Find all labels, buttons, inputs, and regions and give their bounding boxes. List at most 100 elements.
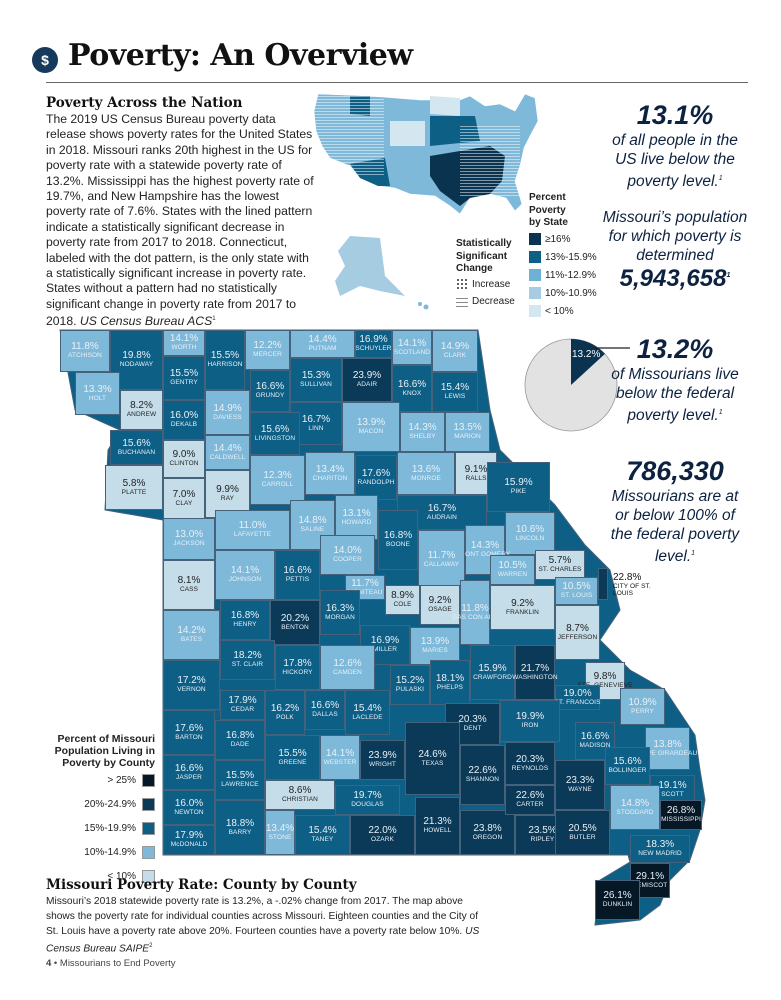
legend-item: 11%-12.9% [529, 267, 597, 283]
county-rate: 14.4% [213, 442, 242, 454]
county-name: STE. GENEVIEVE [577, 682, 633, 690]
county-name: SCHUYLER [355, 345, 392, 353]
county-name: GENTRY [170, 379, 198, 387]
county-rate: 14.3% [408, 422, 437, 434]
county-name: DOUGLAS [351, 801, 384, 809]
county-rate: 13.1% [342, 507, 371, 519]
legend-item: ≥16% [529, 231, 597, 247]
county-rate: 16.9% [370, 635, 400, 647]
county-carroll: 12.3% CARROLL [250, 455, 305, 505]
legend-label: 10%-14.9% [84, 846, 136, 858]
legend-decrease: Decrease [456, 293, 515, 309]
county-shelby: 14.3% SHELBY [400, 412, 445, 452]
county-name: OSAGE [428, 606, 452, 614]
county-rate: 16.0% [169, 410, 199, 422]
county-phelps: 18.1% PHELPS [430, 660, 470, 705]
county-rate: 22.0% [368, 825, 397, 837]
county-chariton: 13.4% CHARITON [305, 452, 355, 495]
county-rate: 19.0% [563, 687, 592, 699]
legend-swatch [529, 251, 541, 263]
county-clinton: 9.0% CLINTON [163, 440, 205, 478]
county-name: PIKE [510, 488, 527, 496]
county-name: MILLER [372, 646, 398, 654]
us-rate-text: of all people in the US live below the p… [600, 131, 750, 191]
county-rate: 13.8% [653, 738, 682, 750]
county-name: ST. LOUIS [560, 592, 593, 600]
county-callaway: 11.7% CALLAWAY [418, 530, 465, 590]
county-clark: 14.9% CLARK [432, 330, 478, 372]
county-worth: 14.1% WORTH [163, 330, 205, 356]
county-name: JASPER [176, 773, 202, 781]
county-rate: 17.2% [177, 675, 206, 687]
county-rate: 9.1% [464, 463, 488, 475]
legend-item: < 10% [529, 303, 597, 319]
county-name: BUTLER [569, 833, 596, 841]
county-rate: 19.1% [658, 780, 687, 792]
county-name: CEDAR [230, 706, 255, 714]
dot-pattern-icon [456, 278, 468, 290]
change-legend-title: Statistically Significant Change [456, 238, 512, 274]
county-name: AUDRAIN [427, 513, 457, 521]
county-rate: 13.0% [174, 529, 204, 541]
county-name: TEXAS [421, 759, 444, 767]
county-name: CASS [179, 586, 199, 594]
county-cooper: 14.0% COOPER [320, 535, 375, 575]
county-rate: 15.5% [210, 350, 240, 362]
county-name: JEFFERSON [557, 633, 598, 641]
callout-text: of Missourians live below the federal po… [611, 366, 739, 425]
county-rate: 15.4% [353, 702, 382, 714]
county-rate: 9.0% [172, 449, 196, 461]
county-name: MACON [358, 428, 384, 436]
county-name: CARTER [516, 801, 544, 809]
callout-text: Missourians are at or below 100% of the … [610, 488, 740, 566]
county-rate: 14.1% [325, 747, 355, 759]
us-rate-callout: 13.1% of all people in the US live below… [600, 100, 750, 191]
us-light-north [430, 96, 460, 116]
legend-item: < 10% [60, 868, 155, 884]
county-rate: 13.6% [411, 463, 441, 475]
county-name: WORTH [171, 344, 197, 352]
county-pettis: 16.6% PETTIS [275, 550, 320, 600]
county-jefferson: 8.7% JEFFERSON [555, 605, 600, 660]
us-state-poverty-map [313, 93, 539, 310]
county-name: CLINTON [169, 460, 199, 468]
county-rate: 11.8% [71, 341, 99, 353]
county-name: CHARITON [312, 474, 348, 482]
decrease-pattern [314, 96, 384, 176]
county-vernon: 17.2% VERNON [163, 660, 220, 710]
mo-legend-title: Percent of Missouri Population Living in… [54, 733, 155, 769]
county-pulaski: 15.2% PULASKI [390, 665, 430, 705]
county-city-of-st-louis: 22.8% CITY OF ST. LOUIS [598, 568, 651, 600]
county-howell: 21.3% HOWELL [415, 797, 460, 855]
county-greene: 15.5% GREENE [265, 735, 320, 780]
county-name: SHELBY [409, 433, 436, 441]
county-rate: 20.3% [458, 714, 487, 726]
county-name: ATCHISON [68, 352, 102, 360]
legend-label: 13%-15.9% [545, 251, 597, 263]
nation-text: The 2019 US Census Bureau poverty data r… [46, 112, 314, 329]
county-name: TANEY [311, 836, 334, 844]
county-mercer: 12.2% MERCER [245, 330, 290, 370]
pie-label: 13.2% [572, 349, 600, 360]
county-scotland: 14.1% SCOTLAND [392, 330, 432, 365]
county-rate: 16.6% [310, 700, 340, 712]
legend-label: 11%-12.9% [545, 269, 596, 281]
decrease-pattern [460, 126, 520, 196]
county-platte: 5.8% PLATTE [105, 465, 163, 510]
county-maries: 13.9% MARIES [410, 627, 460, 665]
county-name: DAVIESS [213, 413, 242, 421]
county-name: HOLT [88, 394, 107, 402]
county-rate: 18.3% [645, 839, 675, 851]
legend-swatch [142, 821, 155, 835]
county-rate: 16.7% [427, 502, 457, 514]
pie-poverty-slice [571, 339, 605, 385]
us-legend: ≥16% 13%-15.9% 11%-12.9% 10%-10.9% < 10% [529, 231, 597, 321]
county-name: RIPLEY [530, 836, 555, 844]
county-name: HOWARD [341, 518, 372, 526]
county-lewis: 15.4% LEWIS [432, 372, 478, 412]
county-name: PEMISCOT [632, 881, 668, 889]
county-rate: 16.2% [270, 702, 300, 714]
county-name: PULASKI [395, 686, 425, 694]
mo-rate-callout: 13.2% of Missourians live below the fede… [610, 334, 740, 425]
